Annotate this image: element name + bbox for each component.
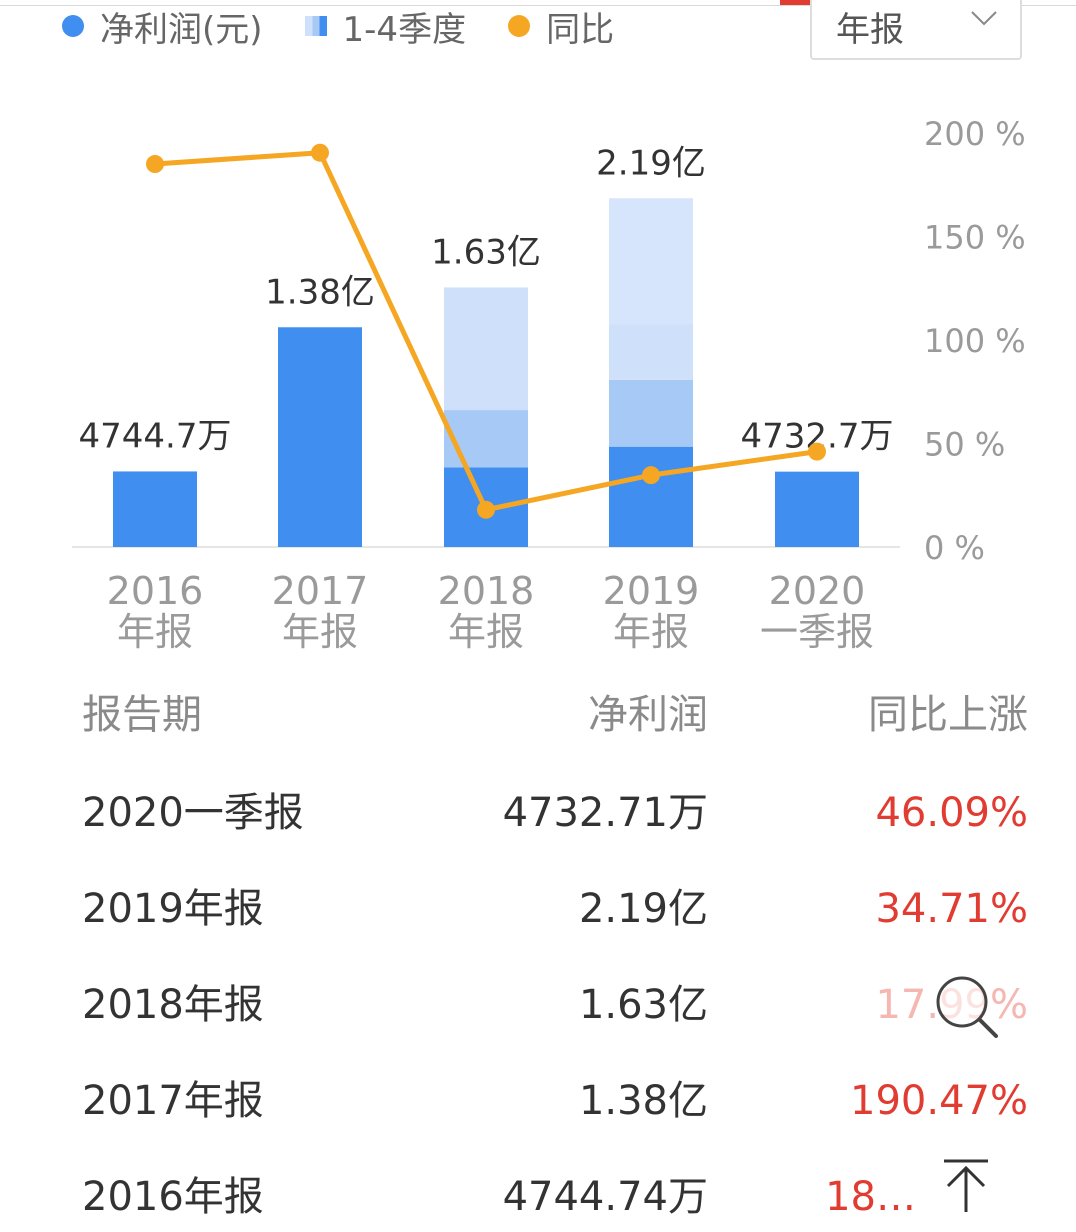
legend-item-yoy[interactable]: 同比	[508, 2, 614, 51]
bar-segment-q3[interactable]	[444, 287, 528, 411]
bar[interactable]	[113, 471, 197, 547]
row-period: 2017年报	[82, 1078, 264, 1124]
legend-label: 同比	[546, 9, 615, 50]
row-period: 2018年报	[82, 982, 264, 1028]
table-row[interactable]: 2017年报 1.38亿 190.47%	[0, 1066, 1076, 1136]
bar[interactable]	[775, 471, 859, 547]
period-select-value: 年报	[836, 10, 904, 50]
header-period[interactable]: 报告期	[82, 692, 202, 738]
y-tick-label: 150 %	[924, 219, 1026, 257]
top-divider	[0, 5, 1076, 6]
yoy-point[interactable]	[477, 500, 495, 519]
legend-dot-icon	[508, 15, 531, 37]
arrow-up-icon[interactable]	[940, 1158, 992, 1214]
period-select[interactable]: 年报	[810, 0, 1022, 60]
row-yoy: 18…	[825, 1174, 916, 1220]
y-tick-label: 100 %	[924, 322, 1026, 360]
table-row[interactable]: 2019年报 2.19亿 34.71%	[0, 874, 1076, 944]
table-header: 报告期 净利润 同比上涨	[0, 680, 1076, 750]
row-yoy: 190.47%	[850, 1078, 1028, 1124]
bar[interactable]	[278, 327, 362, 547]
y-tick-label: 0 %	[924, 529, 985, 567]
row-profit: 2.19亿	[578, 886, 708, 932]
row-profit: 1.63亿	[578, 982, 708, 1028]
header-yoy[interactable]: 同比上涨	[868, 692, 1028, 738]
x-tick-kind: 年报	[117, 610, 193, 654]
magnifier-icon[interactable]	[932, 972, 1002, 1042]
bar-data-label: 4744.7万	[79, 416, 232, 456]
x-tick-year: 2017	[272, 569, 369, 613]
row-period: 2016年报	[82, 1174, 264, 1220]
row-yoy: 46.09%	[875, 790, 1028, 836]
x-tick-kind: 一季报	[760, 610, 874, 654]
table-row[interactable]: 2020一季报 4732.71万 46.09%	[0, 778, 1076, 848]
chevron-down-icon	[971, 11, 997, 26]
legend-item-quarters[interactable]: 1-4季度	[304, 2, 467, 51]
x-tick-year: 2020	[769, 569, 866, 613]
legend-label: 1-4季度	[342, 9, 467, 50]
row-profit: 4744.74万	[502, 1174, 708, 1220]
legend-item-net-profit[interactable]: 净利润(元)	[62, 2, 263, 51]
header-profit[interactable]: 净利润	[588, 692, 708, 738]
table-row[interactable]: 2016年报 4744.74万 18…	[0, 1162, 1076, 1232]
row-period: 2019年报	[82, 886, 264, 932]
legend-swatch-icon	[304, 16, 327, 36]
bar-data-label: 1.38亿	[265, 272, 375, 312]
x-tick-year: 2019	[603, 569, 700, 613]
y-tick-label: 50 %	[924, 426, 1005, 464]
table-row[interactable]: 2018年报 1.63亿 17.99%	[0, 970, 1076, 1040]
bar-segment-q4[interactable]	[609, 198, 693, 325]
bar-segment-q3[interactable]	[609, 324, 693, 380]
bar-segment-q2[interactable]	[444, 410, 528, 468]
row-profit: 4732.71万	[502, 790, 708, 836]
bar-segment-q1[interactable]	[609, 446, 693, 547]
legend-dot-icon	[62, 15, 84, 37]
yoy-point[interactable]	[311, 143, 329, 162]
x-tick-kind: 年报	[448, 610, 524, 654]
bar-data-label: 1.63亿	[431, 232, 541, 272]
legend-label: 净利润(元)	[100, 9, 263, 50]
x-tick-kind: 年报	[282, 610, 358, 654]
x-tick-kind: 年报	[613, 610, 689, 654]
bar-segment-q2[interactable]	[609, 379, 693, 447]
row-period: 2020一季报	[82, 790, 304, 836]
row-yoy: 34.71%	[875, 886, 1028, 932]
row-profit: 1.38亿	[578, 1078, 708, 1124]
yoy-point[interactable]	[642, 466, 660, 485]
y-tick-label: 200 %	[924, 115, 1026, 153]
yoy-point[interactable]	[808, 442, 826, 461]
x-tick-year: 2016	[107, 569, 204, 613]
bar-data-label: 2.19亿	[596, 143, 706, 183]
chart-legend: 净利润(元) 1-4季度 同比	[62, 6, 656, 50]
yoy-point[interactable]	[146, 155, 164, 174]
x-tick-year: 2018	[438, 569, 535, 613]
